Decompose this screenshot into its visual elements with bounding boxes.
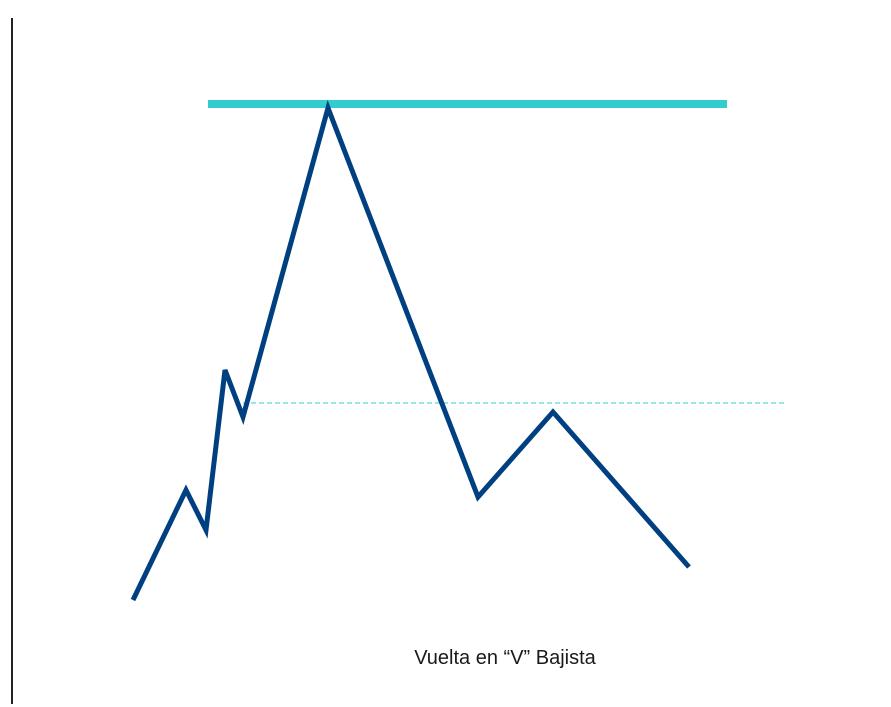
price-path (130, 100, 691, 602)
caption: Vuelta en “V” Bajista (414, 647, 596, 669)
